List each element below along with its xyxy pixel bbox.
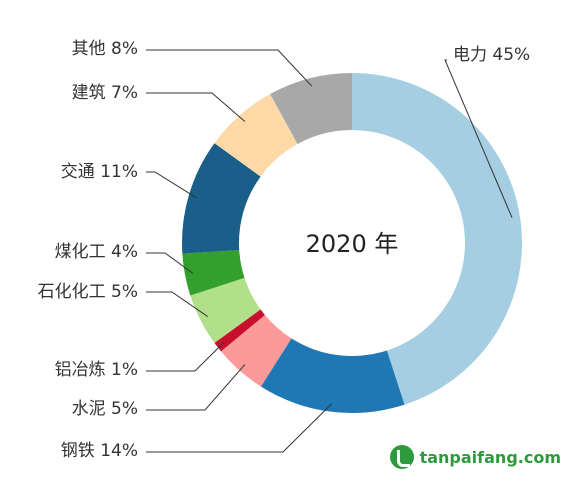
slice-label-其他: 其他 8% (72, 39, 138, 59)
slice-label-钢铁: 钢铁 14% (61, 441, 138, 461)
leader-line-石化化工 (146, 291, 208, 317)
leader-line-其他 (146, 49, 313, 87)
slice-建筑 (214, 94, 298, 177)
slice-钢铁 (260, 338, 405, 413)
slice-铝冶炼 (214, 309, 265, 352)
leader-lines-group (146, 49, 513, 453)
slice-其他 (270, 73, 352, 144)
slice-煤化工 (182, 250, 245, 296)
watermark-text: tanpaifang.com (419, 447, 561, 467)
slice-label-煤化工: 煤化工 4% (55, 242, 138, 262)
leader-line-电力 (444, 59, 513, 218)
leader-line-铝冶炼 (146, 341, 225, 372)
leaf-logo-icon (389, 445, 414, 469)
labels-group: 电力 45% 钢铁 14% 水泥 5% 铝冶炼 1% 石化化工 5% 煤化工 4% 交通 1… (38, 39, 531, 461)
slice-石化化工 (190, 277, 261, 343)
slice-label-水泥: 水泥 5% (72, 399, 138, 419)
slice-电力 (352, 73, 523, 405)
slice-label-交通: 交通 11% (61, 162, 138, 182)
slice-水泥 (221, 315, 292, 387)
center-label: 2020 年 (306, 230, 399, 258)
leader-line-建筑 (146, 92, 246, 122)
slice-交通 (181, 143, 261, 254)
slice-label-石化化工: 石化化工 5% (38, 282, 138, 302)
leader-line-交通 (146, 171, 197, 199)
watermark: tanpaifang.com (389, 445, 561, 469)
leader-line-钢铁 (146, 403, 333, 453)
slices-group (181, 73, 523, 413)
slice-label-电力: 电力 45% (453, 45, 530, 65)
slice-label-铝冶炼: 铝冶炼 1% (55, 360, 138, 380)
slice-label-建筑: 建筑 7% (72, 83, 138, 103)
leader-line-水泥 (146, 364, 246, 411)
leader-line-煤化工 (146, 252, 194, 274)
